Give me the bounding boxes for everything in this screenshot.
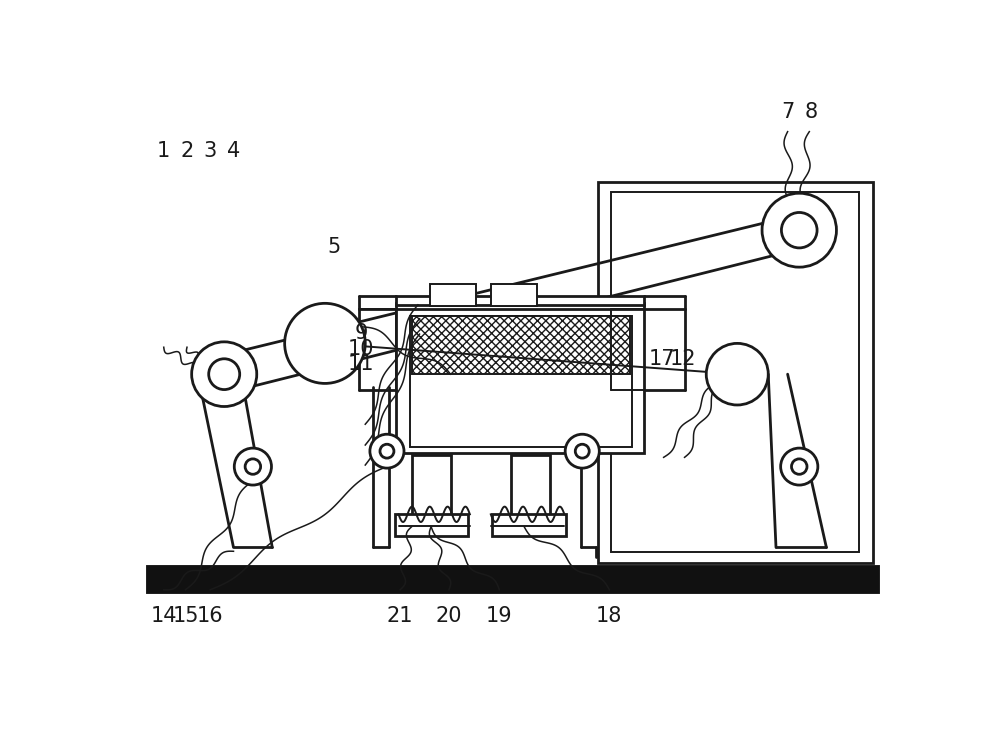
- Circle shape: [781, 213, 817, 248]
- Text: 14: 14: [150, 606, 177, 626]
- Text: 21: 21: [387, 606, 413, 626]
- Text: 8: 8: [804, 102, 817, 122]
- Text: 3: 3: [204, 141, 217, 161]
- Circle shape: [209, 359, 240, 390]
- Bar: [412, 316, 630, 374]
- Bar: [511, 455, 550, 525]
- Bar: [598, 182, 873, 562]
- Text: 10: 10: [348, 339, 375, 359]
- Circle shape: [792, 459, 807, 474]
- Bar: [396, 295, 644, 305]
- Bar: [492, 514, 566, 536]
- Circle shape: [706, 344, 768, 405]
- Circle shape: [781, 448, 818, 485]
- Circle shape: [380, 444, 394, 458]
- Bar: [396, 304, 644, 454]
- Circle shape: [245, 459, 261, 474]
- Circle shape: [285, 304, 365, 383]
- Text: 5: 5: [328, 237, 341, 257]
- Circle shape: [234, 448, 271, 485]
- Text: 19: 19: [486, 606, 513, 626]
- Text: 9: 9: [355, 323, 368, 343]
- Text: 15: 15: [172, 606, 199, 626]
- Circle shape: [575, 444, 589, 458]
- Bar: [395, 514, 468, 536]
- Bar: [430, 284, 476, 306]
- Circle shape: [192, 341, 257, 406]
- Text: 7: 7: [781, 102, 794, 122]
- Text: 1: 1: [157, 141, 170, 161]
- Text: 20: 20: [436, 606, 462, 626]
- Circle shape: [565, 434, 599, 468]
- Text: 18: 18: [596, 606, 623, 626]
- Text: 17: 17: [649, 348, 675, 368]
- Circle shape: [370, 434, 404, 468]
- Bar: [148, 567, 877, 591]
- Text: 2: 2: [180, 141, 194, 161]
- Bar: [410, 316, 632, 447]
- Text: 11: 11: [348, 354, 375, 374]
- Circle shape: [762, 193, 836, 267]
- Bar: [611, 192, 859, 552]
- Bar: [491, 284, 537, 306]
- Text: 12: 12: [670, 348, 696, 368]
- Bar: [412, 455, 450, 525]
- Text: 16: 16: [197, 606, 224, 626]
- Text: 4: 4: [227, 141, 240, 161]
